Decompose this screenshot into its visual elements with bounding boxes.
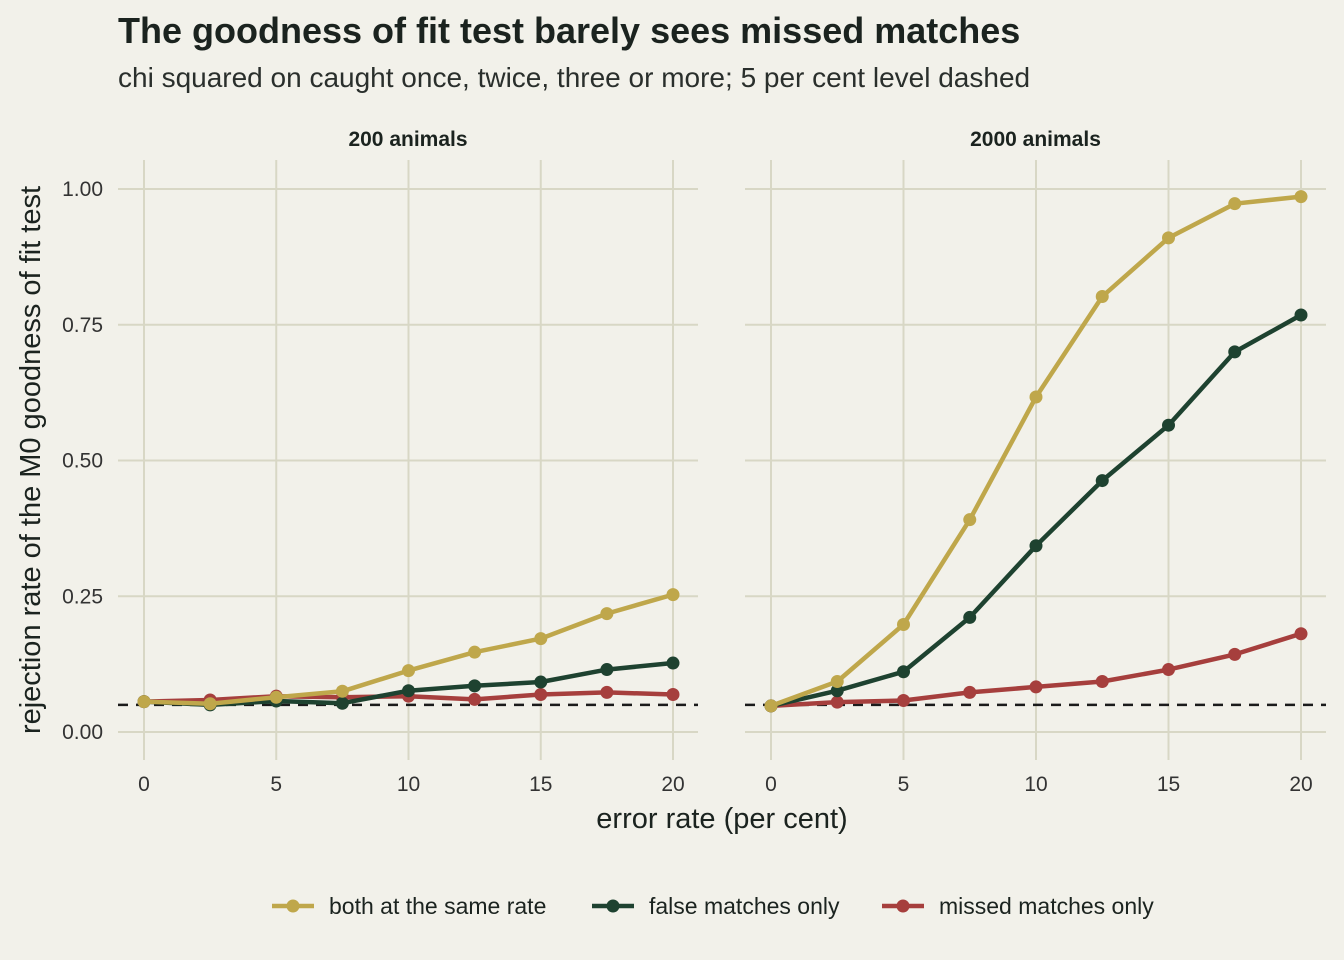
data-point (963, 685, 977, 699)
data-point (666, 688, 680, 702)
legend-label: missed matches only (939, 893, 1154, 919)
data-point (1294, 190, 1308, 204)
data-point (1162, 663, 1175, 677)
panel-label: 200 animals (348, 128, 467, 151)
legend-key-point (286, 899, 300, 913)
data-point (1228, 197, 1242, 211)
panel-left: 200 animals 0 5 10 15 20 0.00 0.25 0.50 0.75 1.00 (62, 128, 698, 796)
data-point (1294, 627, 1308, 641)
legend-label: both at the same rate (329, 893, 546, 919)
data-point (963, 610, 977, 624)
chart-title: The goodness of fit test barely sees mis… (118, 10, 1021, 51)
data-point (402, 664, 415, 678)
data-point (897, 617, 910, 631)
legend: both at the same rate false matches only m… (272, 893, 1154, 919)
data-point (764, 699, 778, 713)
x-tick-label: 0 (138, 773, 150, 796)
panel-right: 2000 animals 0 5 10 15 20 (745, 128, 1326, 796)
y-tick-label: 0.00 (62, 721, 103, 744)
data-point (468, 679, 482, 693)
data-point (600, 607, 614, 621)
data-point (534, 675, 548, 689)
x-tick-label: 10 (1024, 773, 1047, 796)
data-point (1294, 308, 1308, 322)
y-tick-label: 1.00 (62, 178, 103, 201)
data-point (1162, 418, 1175, 432)
data-point (897, 694, 910, 708)
legend-item: false matches only (592, 893, 840, 919)
data-point (1095, 290, 1109, 304)
data-point (897, 665, 910, 679)
data-point (830, 675, 844, 689)
legend-key-point (606, 899, 620, 913)
legend-item: missed matches only (882, 893, 1154, 919)
data-point (1095, 675, 1109, 689)
data-point (468, 692, 482, 706)
data-point (830, 684, 844, 698)
data-point (1029, 390, 1043, 404)
y-tick-label: 0.75 (62, 314, 103, 337)
y-axis-title: rejection rate of the M0 goodness of fit… (15, 186, 47, 734)
x-tick-label: 5 (270, 773, 282, 796)
x-tick-label: 0 (765, 773, 777, 796)
data-point (666, 656, 680, 670)
data-point (203, 697, 217, 711)
data-point (600, 663, 614, 677)
data-point (1029, 539, 1043, 553)
data-point (269, 690, 283, 704)
data-point (963, 513, 977, 527)
x-tick-label: 15 (1157, 773, 1180, 796)
chart-subtitle: chi squared on caught once, twice, three… (118, 62, 1031, 93)
data-point (335, 696, 349, 710)
x-tick-label: 15 (529, 773, 552, 796)
data-point (1162, 231, 1175, 245)
data-point (534, 632, 548, 646)
legend-label: false matches only (649, 893, 840, 919)
data-point (468, 645, 482, 659)
legend-key-point (896, 899, 910, 913)
data-point (1029, 680, 1043, 694)
data-point (1228, 345, 1242, 359)
x-tick-label: 20 (661, 773, 684, 796)
data-point (335, 684, 349, 698)
data-point (402, 684, 415, 698)
data-point (137, 695, 151, 709)
data-point (1228, 647, 1242, 661)
panel-label: 2000 animals (970, 128, 1101, 151)
x-axis-title: error rate (per cent) (596, 803, 847, 835)
data-point (1095, 474, 1109, 488)
legend-item: both at the same rate (272, 893, 546, 919)
data-point (534, 688, 548, 702)
x-tick-label: 10 (397, 773, 420, 796)
x-tick-label: 5 (898, 773, 910, 796)
data-point (830, 695, 844, 709)
x-tick-label: 20 (1289, 773, 1312, 796)
data-point (666, 588, 680, 602)
y-tick-label: 0.25 (62, 585, 103, 608)
data-point (600, 685, 614, 699)
y-tick-label: 0.50 (62, 450, 103, 473)
